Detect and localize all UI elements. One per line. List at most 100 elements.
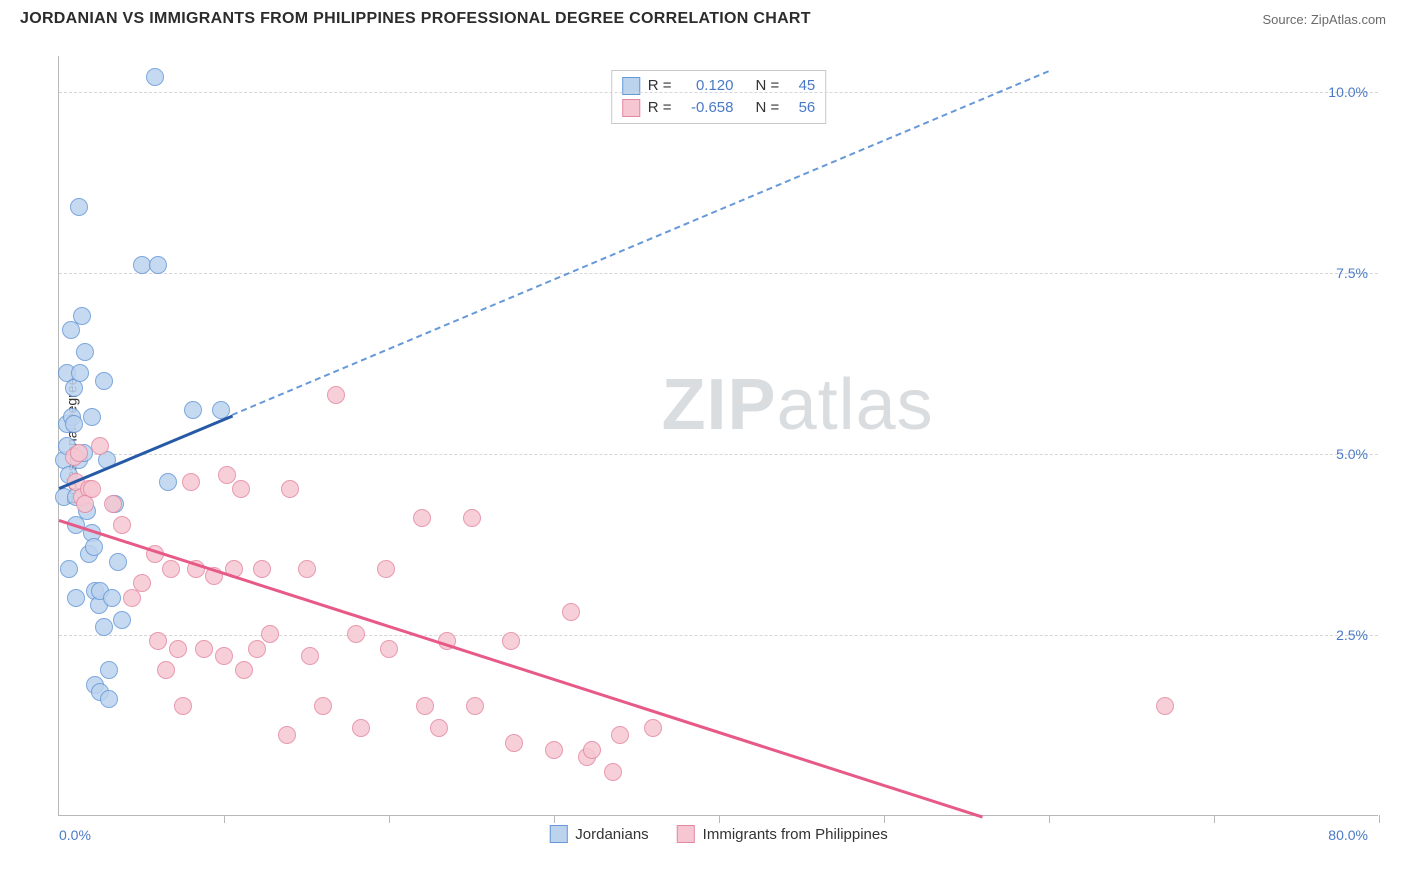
trend-line bbox=[59, 519, 984, 818]
scatter-point bbox=[380, 640, 398, 658]
scatter-point bbox=[174, 697, 192, 715]
x-axis-min-label: 0.0% bbox=[59, 827, 91, 843]
stats-n-value: 56 bbox=[787, 97, 815, 119]
scatter-point bbox=[413, 509, 431, 527]
x-tick bbox=[1379, 815, 1380, 823]
stats-n-label: N = bbox=[756, 97, 780, 119]
scatter-point bbox=[430, 719, 448, 737]
scatter-point bbox=[85, 538, 103, 556]
y-tick-label: 7.5% bbox=[1336, 265, 1368, 281]
scatter-point bbox=[235, 661, 253, 679]
scatter-point bbox=[215, 647, 233, 665]
scatter-point bbox=[62, 321, 80, 339]
chart-title: JORDANIAN VS IMMIGRANTS FROM PHILIPPINES… bbox=[20, 10, 811, 28]
scatter-point bbox=[169, 640, 187, 658]
scatter-point bbox=[301, 647, 319, 665]
gridline-h bbox=[59, 273, 1378, 274]
plot-area: ZIPatlas R =0.120N =45R =-0.658N =56 0.0… bbox=[58, 56, 1378, 816]
scatter-point bbox=[104, 495, 122, 513]
chart-container: Professional Degree ZIPatlas R =0.120N =… bbox=[20, 46, 1386, 836]
scatter-point bbox=[67, 589, 85, 607]
legend-item: Jordanians bbox=[549, 825, 648, 843]
watermark: ZIPatlas bbox=[662, 364, 934, 446]
watermark-zip: ZIP bbox=[662, 365, 777, 445]
stats-r-value: -0.658 bbox=[680, 97, 734, 119]
scatter-point bbox=[71, 364, 89, 382]
x-axis-max-label: 80.0% bbox=[1328, 827, 1368, 843]
scatter-point bbox=[95, 618, 113, 636]
scatter-point bbox=[218, 466, 236, 484]
scatter-point bbox=[232, 480, 250, 498]
scatter-point bbox=[159, 473, 177, 491]
scatter-point bbox=[65, 415, 83, 433]
scatter-point bbox=[149, 632, 167, 650]
scatter-point bbox=[162, 560, 180, 578]
scatter-point bbox=[70, 444, 88, 462]
stats-legend-row: R =-0.658N =56 bbox=[622, 97, 816, 119]
scatter-point bbox=[261, 625, 279, 643]
scatter-point bbox=[352, 719, 370, 737]
scatter-point bbox=[146, 68, 164, 86]
scatter-point bbox=[327, 386, 345, 404]
scatter-point bbox=[83, 408, 101, 426]
gridline-h bbox=[59, 635, 1378, 636]
scatter-point bbox=[195, 640, 213, 658]
scatter-point bbox=[611, 726, 629, 744]
y-tick-label: 2.5% bbox=[1336, 627, 1368, 643]
y-tick-label: 5.0% bbox=[1336, 446, 1368, 462]
scatter-point bbox=[73, 307, 91, 325]
scatter-point bbox=[463, 509, 481, 527]
scatter-point bbox=[545, 741, 563, 759]
scatter-point bbox=[604, 763, 622, 781]
legend-label: Jordanians bbox=[575, 826, 648, 843]
scatter-point bbox=[109, 553, 127, 571]
x-tick bbox=[1049, 815, 1050, 823]
scatter-point bbox=[298, 560, 316, 578]
scatter-point bbox=[70, 198, 88, 216]
legend-label: Immigrants from Philippines bbox=[703, 826, 888, 843]
scatter-point bbox=[416, 697, 434, 715]
scatter-point bbox=[100, 690, 118, 708]
scatter-point bbox=[113, 516, 131, 534]
x-tick bbox=[1214, 815, 1215, 823]
chart-source: Source: ZipAtlas.com bbox=[1262, 12, 1386, 27]
gridline-h bbox=[59, 92, 1378, 93]
scatter-point bbox=[157, 661, 175, 679]
x-tick bbox=[389, 815, 390, 823]
legend-swatch bbox=[549, 825, 567, 843]
legend-item: Immigrants from Philippines bbox=[677, 825, 888, 843]
legend-swatch bbox=[622, 99, 640, 117]
scatter-point bbox=[133, 256, 151, 274]
scatter-point bbox=[466, 697, 484, 715]
y-tick-label: 10.0% bbox=[1328, 84, 1368, 100]
gridline-h bbox=[59, 454, 1378, 455]
scatter-point bbox=[1156, 697, 1174, 715]
scatter-point bbox=[91, 437, 109, 455]
series-legend: Jordanians Immigrants from Philippines bbox=[549, 825, 887, 843]
scatter-point bbox=[76, 495, 94, 513]
scatter-point bbox=[123, 589, 141, 607]
scatter-point bbox=[278, 726, 296, 744]
x-tick bbox=[554, 815, 555, 823]
scatter-point bbox=[583, 741, 601, 759]
scatter-point bbox=[248, 640, 266, 658]
scatter-point bbox=[95, 372, 113, 390]
scatter-point bbox=[562, 603, 580, 621]
scatter-point bbox=[347, 625, 365, 643]
scatter-point bbox=[377, 560, 395, 578]
scatter-point bbox=[644, 719, 662, 737]
scatter-point bbox=[100, 661, 118, 679]
scatter-point bbox=[60, 560, 78, 578]
legend-swatch bbox=[677, 825, 695, 843]
stats-r-label: R = bbox=[648, 75, 672, 97]
scatter-point bbox=[184, 401, 202, 419]
chart-header: JORDANIAN VS IMMIGRANTS FROM PHILIPPINES… bbox=[0, 0, 1406, 34]
scatter-point bbox=[505, 734, 523, 752]
stats-n-label: N = bbox=[756, 75, 780, 97]
watermark-rest: atlas bbox=[777, 365, 934, 445]
scatter-point bbox=[502, 632, 520, 650]
stats-r-value: 0.120 bbox=[680, 75, 734, 97]
scatter-point bbox=[182, 473, 200, 491]
scatter-point bbox=[253, 560, 271, 578]
x-tick bbox=[224, 815, 225, 823]
